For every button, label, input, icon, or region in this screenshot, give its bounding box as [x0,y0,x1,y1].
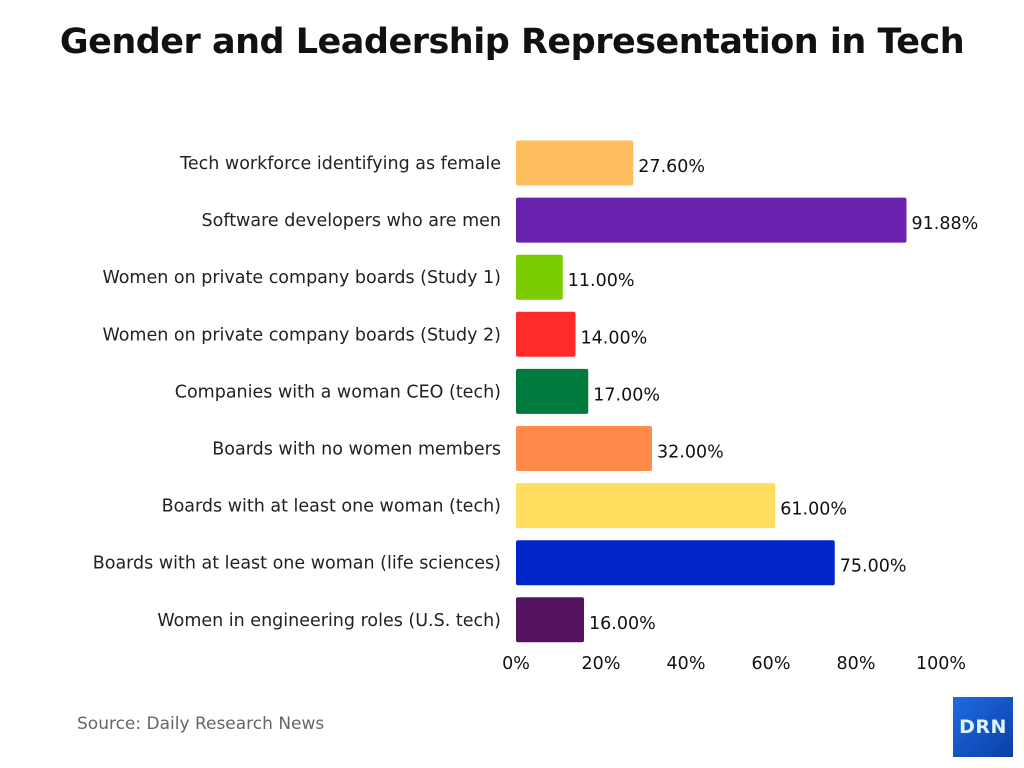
chart-title: Gender and Leadership Representation in … [59,22,965,62]
data-label: 91.88% [911,214,978,234]
category-label: Boards with at least one woman (tech) [162,497,501,517]
category-label: Women on private company boards (Study 2… [102,325,501,345]
drn-logo: DRN [953,697,1013,757]
data-label: 27.60% [638,157,705,177]
data-label: 61.00% [780,500,847,520]
bar [516,540,835,586]
data-label: 16.00% [589,614,656,634]
x-tick-label: 20% [582,654,621,674]
source-note: Source: Daily Research News [77,714,325,734]
bar [516,197,907,243]
category-label: Software developers who are men [202,211,501,231]
data-label: 11.00% [568,271,635,291]
bar [516,140,634,186]
data-label: 32.00% [657,443,724,463]
bar [516,483,776,529]
category-label: Companies with a woman CEO (tech) [175,382,501,402]
category-label: Boards with at least one woman (life sci… [93,554,501,574]
data-label: 75.00% [840,557,907,577]
bar [516,426,652,471]
bar-chart: Tech workforce identifying as female 27.6… [93,140,978,674]
category-label: Women in engineering roles (U.S. tech) [157,611,501,631]
x-tick-label: 80% [837,654,876,674]
x-tick-label: 100% [916,654,966,674]
category-label: Tech workforce identifying as female [179,154,501,174]
logo-text: DRN [959,716,1007,738]
bar [516,368,589,414]
data-label: 14.00% [581,328,648,348]
category-label: Women on private company boards (Study 1… [102,268,501,288]
x-tick-label: 60% [752,654,791,674]
x-tick-label: 40% [667,654,706,674]
bar [516,311,576,357]
bar [516,597,584,643]
category-label: Boards with no women members [212,440,501,460]
data-label: 17.00% [593,385,660,405]
bar [516,254,563,300]
x-tick-label: 0% [502,654,530,674]
